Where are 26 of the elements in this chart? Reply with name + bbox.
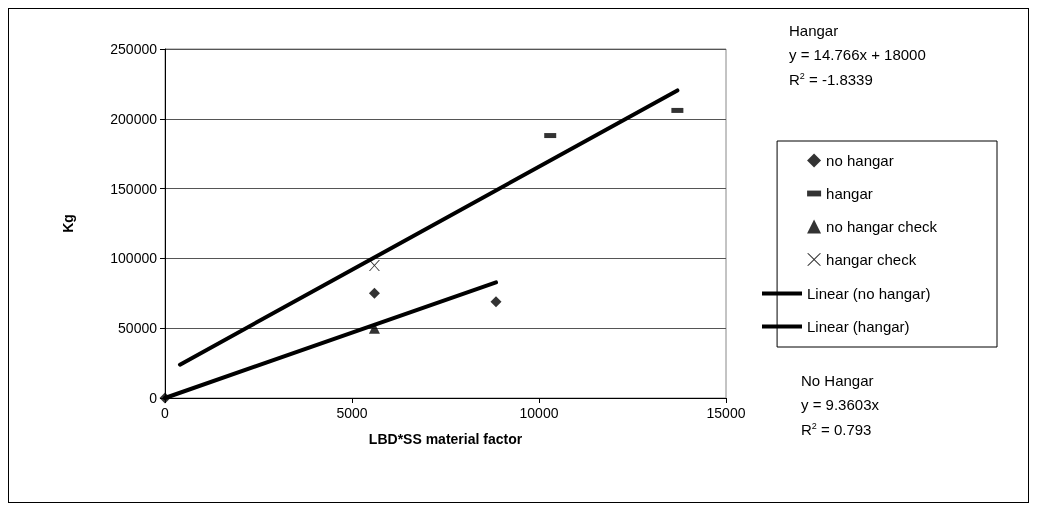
legend-label: hangar check bbox=[826, 251, 917, 268]
text: Hangar bbox=[789, 22, 839, 39]
point bbox=[159, 392, 171, 404]
x-axis-title: LBD*SS material factor bbox=[368, 431, 523, 447]
point bbox=[368, 259, 380, 271]
legend-label: no hangar bbox=[826, 152, 894, 169]
text: y = 14.766x + 18000 bbox=[789, 46, 926, 63]
y-tick-label: 50000 bbox=[118, 320, 158, 337]
text: No Hangar bbox=[801, 372, 874, 389]
text: y = 9.3603x bbox=[801, 396, 880, 413]
legend-label: Linear (hangar) bbox=[807, 318, 910, 335]
y-tick-label: 150000 bbox=[110, 180, 158, 197]
y-tick-label: 200000 bbox=[110, 110, 158, 127]
point bbox=[490, 296, 502, 308]
legend-label: Linear (no hangar) bbox=[807, 285, 931, 302]
x-tick-label: 10000 bbox=[519, 405, 559, 421]
y-tick-label: 0 bbox=[149, 390, 158, 406]
point bbox=[368, 287, 380, 299]
x-tick-label: 15000 bbox=[706, 405, 746, 421]
y-tick-label: 250000 bbox=[110, 41, 158, 57]
y-axis-title: Kg bbox=[60, 214, 76, 233]
x-tick-label: 5000 bbox=[336, 405, 368, 421]
legend-label: hangar bbox=[826, 185, 873, 202]
y-tick-label: 100000 bbox=[110, 250, 158, 267]
legend-label: no hangar check bbox=[826, 218, 938, 235]
x-tick-label: 0 bbox=[161, 405, 170, 421]
